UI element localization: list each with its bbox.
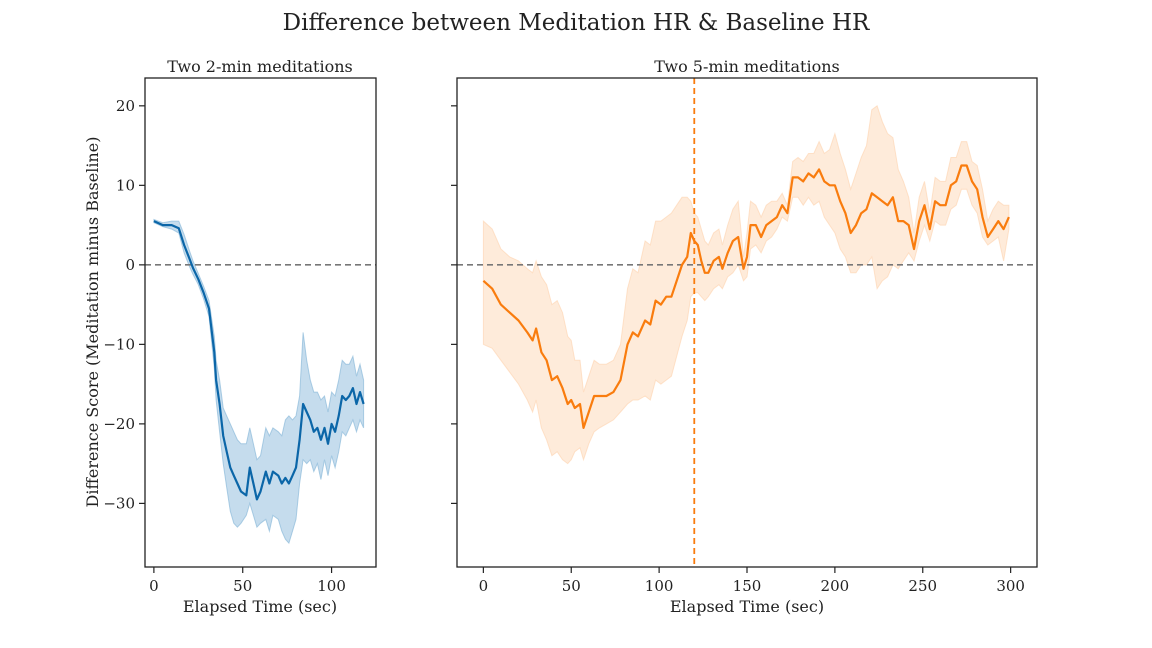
y-tick-label: −10 — [103, 335, 135, 353]
x-tick-label: 250 — [908, 577, 937, 595]
y-tick-label: 20 — [116, 97, 135, 115]
y-tick-label: −20 — [103, 415, 135, 433]
figure-title: Difference between Meditation HR & Basel… — [283, 10, 870, 36]
right-x-axis-label: Elapsed Time (sec) — [670, 597, 824, 616]
y-tick-label: 10 — [116, 176, 135, 194]
ci-band-1 — [482, 104, 1010, 465]
x-tick-label: 50 — [562, 577, 581, 595]
left-y-axis-label: Difference Score (Meditation minus Basel… — [83, 137, 102, 508]
x-tick-label: 300 — [996, 577, 1025, 595]
x-tick-label: 0 — [479, 577, 489, 595]
mean-line-0 — [153, 220, 365, 501]
x-tick-label: 200 — [821, 577, 850, 595]
y-tick-label: −30 — [103, 494, 135, 512]
left-panel-title: Two 2-min meditations — [167, 57, 352, 76]
x-tick-label: 50 — [233, 577, 252, 595]
x-tick-label: 150 — [733, 577, 762, 595]
y-tick-label: 0 — [125, 256, 135, 274]
right-panel-5min: Two 5-min meditations Elapsed Time (sec)… — [451, 57, 1038, 616]
x-tick-label: 100 — [645, 577, 674, 595]
x-tick-label: 0 — [149, 577, 159, 595]
mean-line-1 — [482, 164, 1010, 429]
right-panel-title: Two 5-min meditations — [654, 57, 839, 76]
left-x-axis-label: Elapsed Time (sec) — [183, 597, 337, 616]
left-panel-2min: Two 2-min meditations Elapsed Time (sec)… — [83, 57, 377, 616]
axes-frame-0 — [144, 77, 377, 568]
x-tick-label: 100 — [317, 577, 346, 595]
